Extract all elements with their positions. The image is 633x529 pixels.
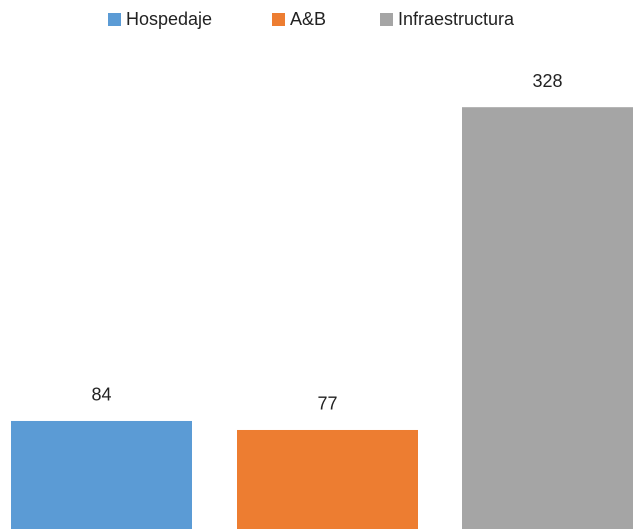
legend-swatch — [108, 13, 121, 26]
legend-label: A&B — [290, 9, 326, 29]
bar — [462, 107, 633, 529]
data-label: 84 — [91, 385, 111, 405]
data-label: 77 — [317, 394, 337, 414]
bar — [237, 429, 418, 529]
legend-swatch — [272, 13, 285, 26]
legend-label: Infraestructura — [398, 9, 515, 29]
legend-swatch — [380, 13, 393, 26]
bar — [11, 420, 192, 529]
data-label: 328 — [532, 71, 562, 91]
legend-label: Hospedaje — [126, 9, 212, 29]
